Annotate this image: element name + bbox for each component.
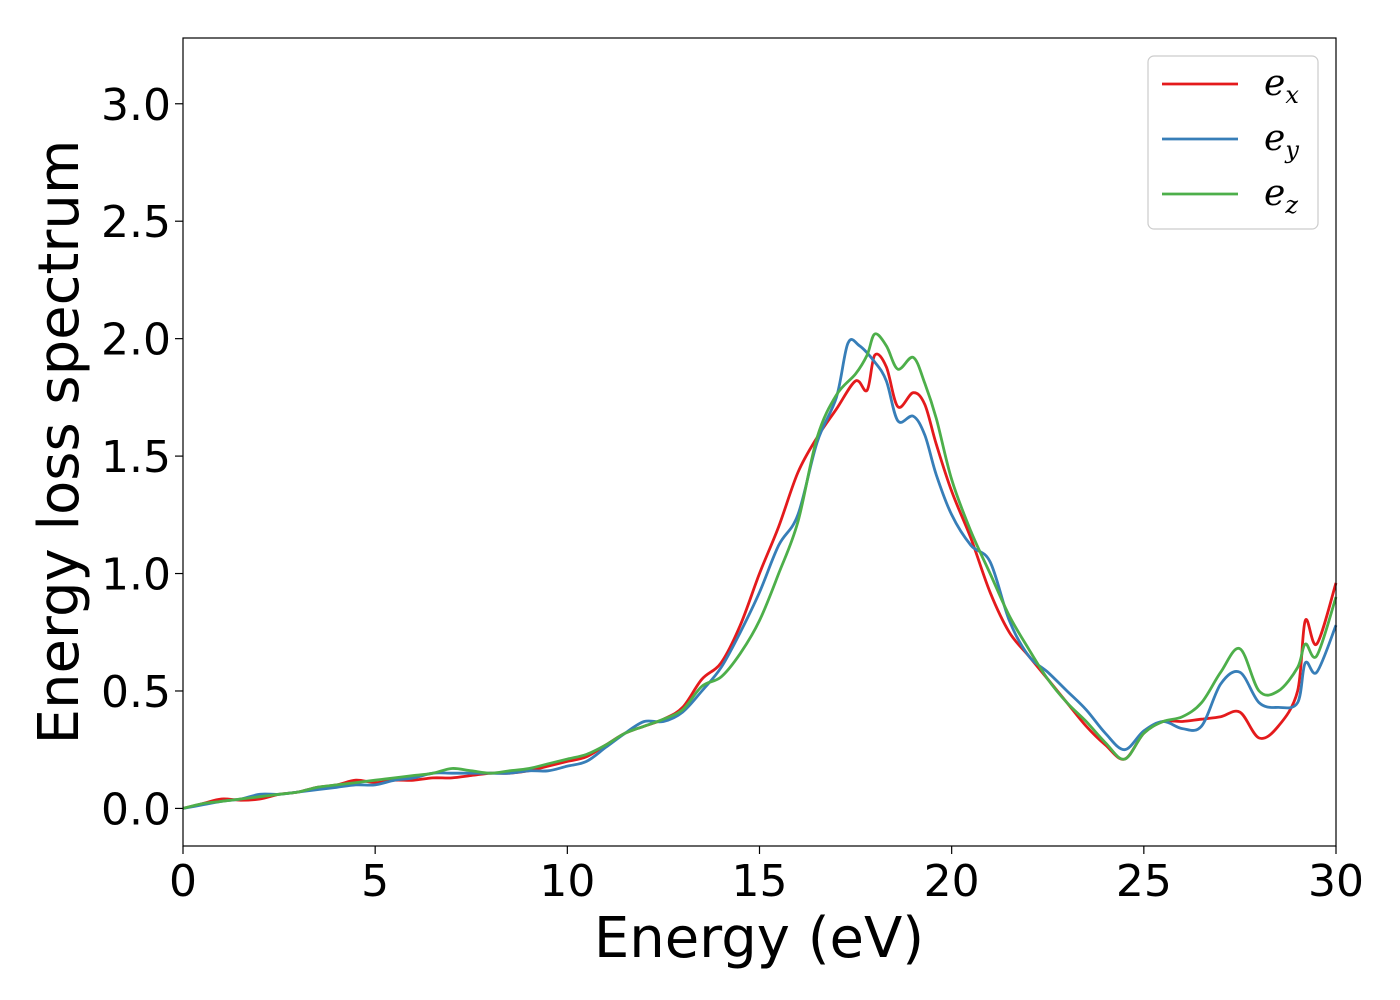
y-tick-label: 2.5 <box>101 197 171 248</box>
series-layer <box>182 332 1338 810</box>
series-line-ex <box>182 352 1338 810</box>
y-tick-label: 0.0 <box>101 784 171 835</box>
x-axis-ticks: 0 5 10 15 20 25 30 <box>169 846 1364 907</box>
y-tick-label: 2.0 <box>101 315 171 366</box>
x-tick-label: 25 <box>1116 856 1172 907</box>
x-axis-label: Energy (eV) <box>594 906 924 971</box>
x-tick-label: 15 <box>732 856 788 907</box>
x-tick-label: 10 <box>539 856 595 907</box>
x-tick-label: 20 <box>924 856 980 907</box>
x-tick-label: 0 <box>169 856 197 907</box>
series-line-ez <box>182 332 1338 810</box>
y-tick-label: 3.0 <box>101 80 171 131</box>
legend-box <box>1147 55 1319 230</box>
y-tick-label: 0.5 <box>101 667 171 718</box>
x-tick-label: 30 <box>1308 856 1364 907</box>
series-line-ey <box>182 338 1338 810</box>
y-axis-ticks: 0.0 0.5 1.0 1.5 2.0 2.5 3.0 <box>101 80 183 835</box>
y-tick-label: 1.5 <box>101 432 171 483</box>
x-tick-label: 5 <box>361 856 389 907</box>
y-tick-label: 1.0 <box>101 550 171 601</box>
y-axis-label: Energy loss spectrum <box>27 140 92 745</box>
